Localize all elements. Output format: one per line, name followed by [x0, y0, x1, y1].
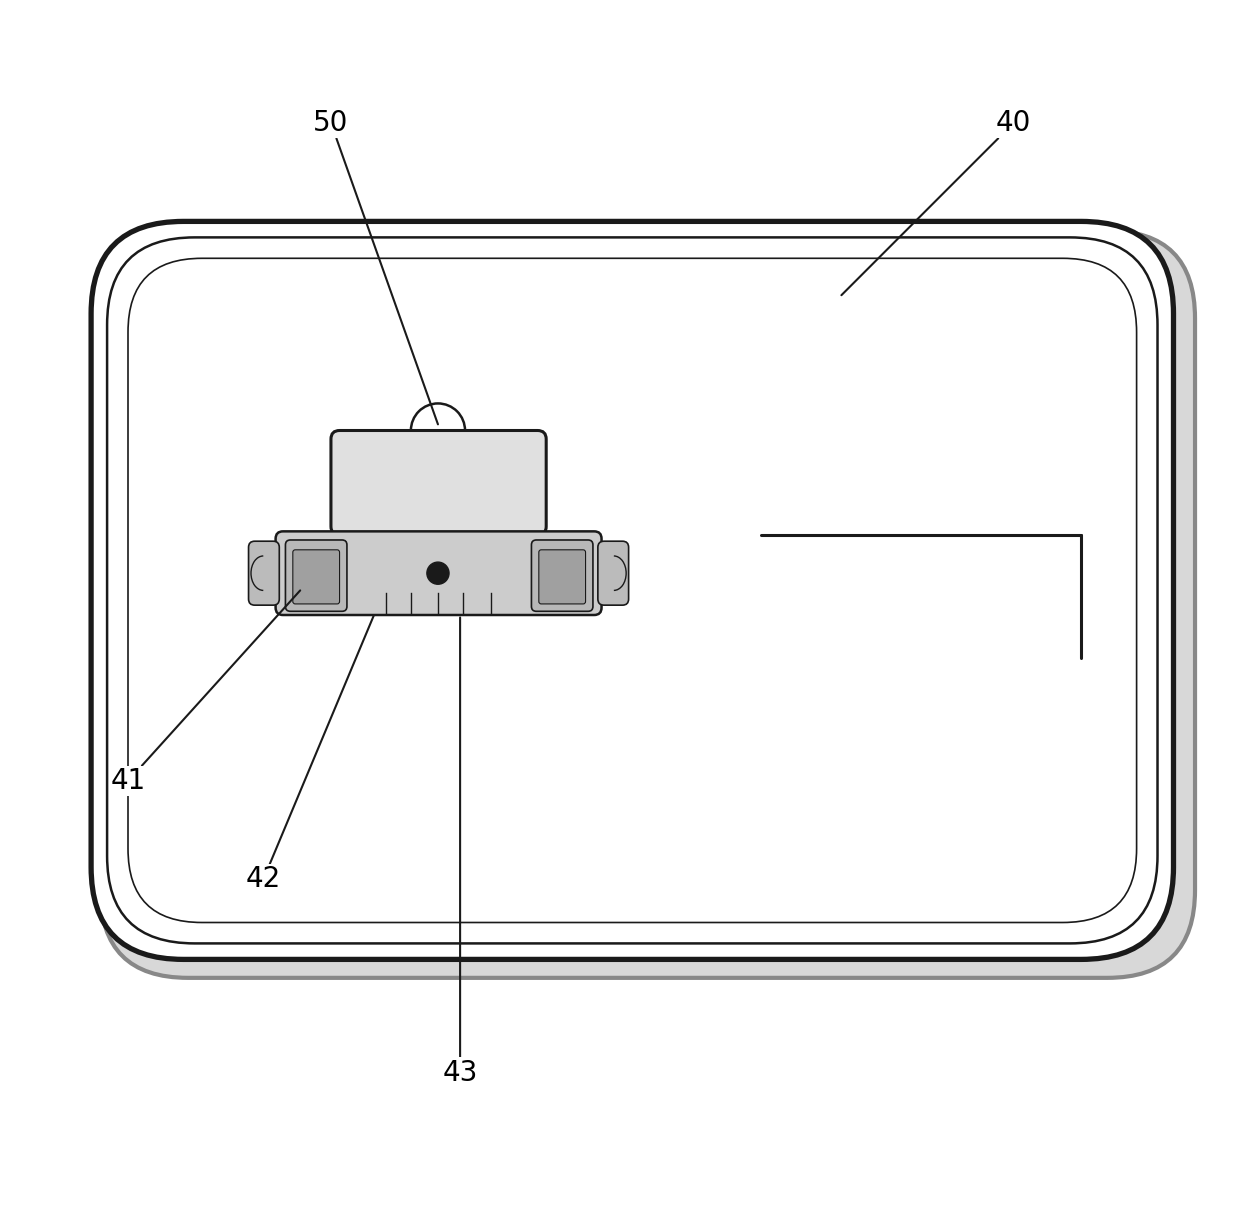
- Text: 43: 43: [443, 617, 477, 1086]
- Text: 42: 42: [246, 615, 374, 893]
- FancyBboxPatch shape: [275, 531, 601, 615]
- Text: 40: 40: [842, 109, 1032, 295]
- Text: 50: 50: [314, 109, 438, 424]
- FancyBboxPatch shape: [293, 550, 340, 604]
- Circle shape: [427, 562, 449, 584]
- FancyBboxPatch shape: [539, 550, 585, 604]
- FancyBboxPatch shape: [91, 221, 1173, 959]
- FancyBboxPatch shape: [598, 541, 629, 605]
- FancyBboxPatch shape: [285, 540, 347, 611]
- FancyBboxPatch shape: [532, 540, 593, 611]
- FancyBboxPatch shape: [248, 541, 279, 605]
- FancyBboxPatch shape: [331, 430, 546, 535]
- FancyBboxPatch shape: [100, 231, 1195, 978]
- Text: 41: 41: [110, 590, 300, 795]
